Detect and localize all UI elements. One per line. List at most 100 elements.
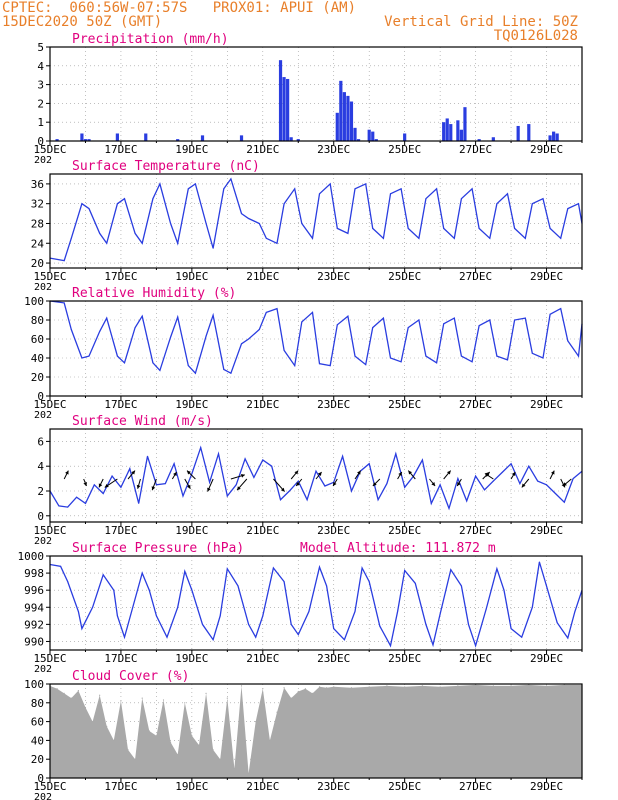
y-tick-label: 24: [31, 237, 45, 250]
x-tick-label: 21DEC: [246, 270, 279, 283]
pres-point: [77, 611, 79, 613]
temp-point: [443, 227, 445, 229]
x-tick-label: 29DEC: [530, 398, 563, 411]
temp-point: [478, 227, 480, 229]
wind-point: [244, 458, 246, 460]
cloud-cover-point: [148, 730, 150, 732]
wind-arrow-head: [357, 470, 361, 475]
temp-point: [106, 242, 108, 244]
rh-point: [177, 316, 179, 318]
panel-wind: 0 2 4 6 15DEC 17DEC 19DEC 21DEC 23DEC 25DEC 27DEC 2…: [33, 414, 583, 547]
panel-title: Relative Humidity (%): [72, 286, 236, 301]
precip-bar: [346, 95, 350, 141]
rh-point: [460, 355, 462, 357]
temp-point: [187, 188, 189, 190]
cloud-cover-point: [421, 685, 423, 687]
cloud-cover-point: [297, 690, 299, 693]
x-tick-label: 23DEC: [317, 143, 350, 156]
cloud-cover-point: [198, 744, 200, 746]
wind-arrow-head: [550, 470, 555, 475]
wind-point: [572, 478, 574, 480]
pres-point: [113, 589, 115, 591]
x-tick-label: 25DEC: [388, 398, 421, 411]
cloud-cover-point: [127, 749, 129, 751]
wind-point: [368, 463, 370, 465]
wind-arrow-head: [83, 482, 87, 486]
temp-point: [205, 222, 207, 224]
y-tick-label: 2: [37, 97, 44, 110]
pres-point: [272, 567, 274, 569]
pres-point: [574, 611, 576, 613]
cloud-cover-point: [91, 721, 94, 723]
x-tick-label: 23DEC: [317, 780, 350, 793]
y-tick-label: 998: [24, 567, 44, 580]
precip-bar: [353, 127, 357, 141]
precip-bar: [403, 133, 407, 141]
rh-point: [223, 368, 225, 370]
cloud-cover-point: [545, 685, 548, 687]
precip-bar: [115, 133, 119, 141]
wind-series-line: [49, 445, 583, 511]
x-tick-label: 17DEC: [104, 270, 137, 283]
wind-arrow-head: [446, 470, 451, 475]
wind-point: [58, 505, 60, 507]
cloud-cover-point: [333, 686, 335, 688]
precip-bar: [374, 139, 378, 141]
x-tick-label: 27DEC: [459, 524, 492, 537]
panel-title: Surface Wind (m/s): [72, 414, 213, 429]
x-tick-label: 19DEC: [175, 270, 208, 283]
wind-point: [350, 490, 352, 492]
panel-cloud: 0 20 40 60 80 100 15DEC 17DEC 19DEC 21DEC 23DEC 25D…: [24, 669, 583, 800]
panel-title: Surface Temperature (nC): [72, 159, 260, 174]
rh-point: [336, 324, 338, 326]
temp-point: [436, 188, 438, 190]
wind-arrow-head: [186, 484, 191, 489]
y-tick-label: 5: [37, 41, 44, 54]
wind-point: [430, 502, 432, 504]
wind-point: [386, 483, 388, 485]
precip-bar: [548, 135, 552, 141]
panel-frame: [49, 173, 583, 269]
x-tick-label: 27DEC: [459, 652, 492, 665]
rh-point: [319, 363, 321, 365]
temp-point: [241, 213, 243, 215]
temp-point: [223, 188, 225, 190]
precip-bar: [200, 135, 205, 141]
wind-point: [235, 484, 237, 486]
wind-point: [554, 492, 556, 494]
cloud-cover-point: [191, 735, 193, 737]
y-tick-label: 996: [24, 584, 44, 597]
rh-point: [301, 321, 303, 323]
panel-frame: [49, 46, 583, 142]
wind-point: [306, 499, 308, 501]
x-year-label: 202: [34, 664, 52, 675]
wind-point: [147, 455, 149, 457]
x-tick-label: 27DEC: [459, 398, 492, 411]
x-year-label: 202: [34, 536, 52, 547]
rh-point: [159, 369, 161, 371]
cloud-cover-point: [169, 741, 172, 743]
pres-point: [510, 628, 512, 630]
pres-point: [60, 565, 62, 567]
wind-arrow-head: [104, 483, 109, 488]
precip-bar: [339, 80, 343, 141]
temp-point: [489, 237, 491, 239]
precip-bar: [176, 139, 180, 141]
rh-point: [365, 364, 367, 366]
rh-point: [329, 365, 331, 367]
wind-arrow-head: [317, 472, 322, 476]
temp-point: [301, 222, 303, 224]
x-tick-label: 29DEC: [530, 652, 563, 665]
cloud-cover-point: [350, 687, 353, 689]
wind-point: [182, 495, 184, 497]
x-tick-label: 17DEC: [104, 652, 137, 665]
rh-point: [549, 313, 551, 315]
pres-point: [343, 639, 345, 641]
pres-point: [414, 582, 416, 584]
precip-bar: [335, 112, 339, 141]
temp-point: [212, 247, 214, 249]
panel-title: Surface Pressure (hPa): [72, 541, 244, 556]
temp-point: [336, 227, 338, 229]
x-tick-label: 23DEC: [317, 398, 350, 411]
wind-point: [200, 447, 202, 449]
